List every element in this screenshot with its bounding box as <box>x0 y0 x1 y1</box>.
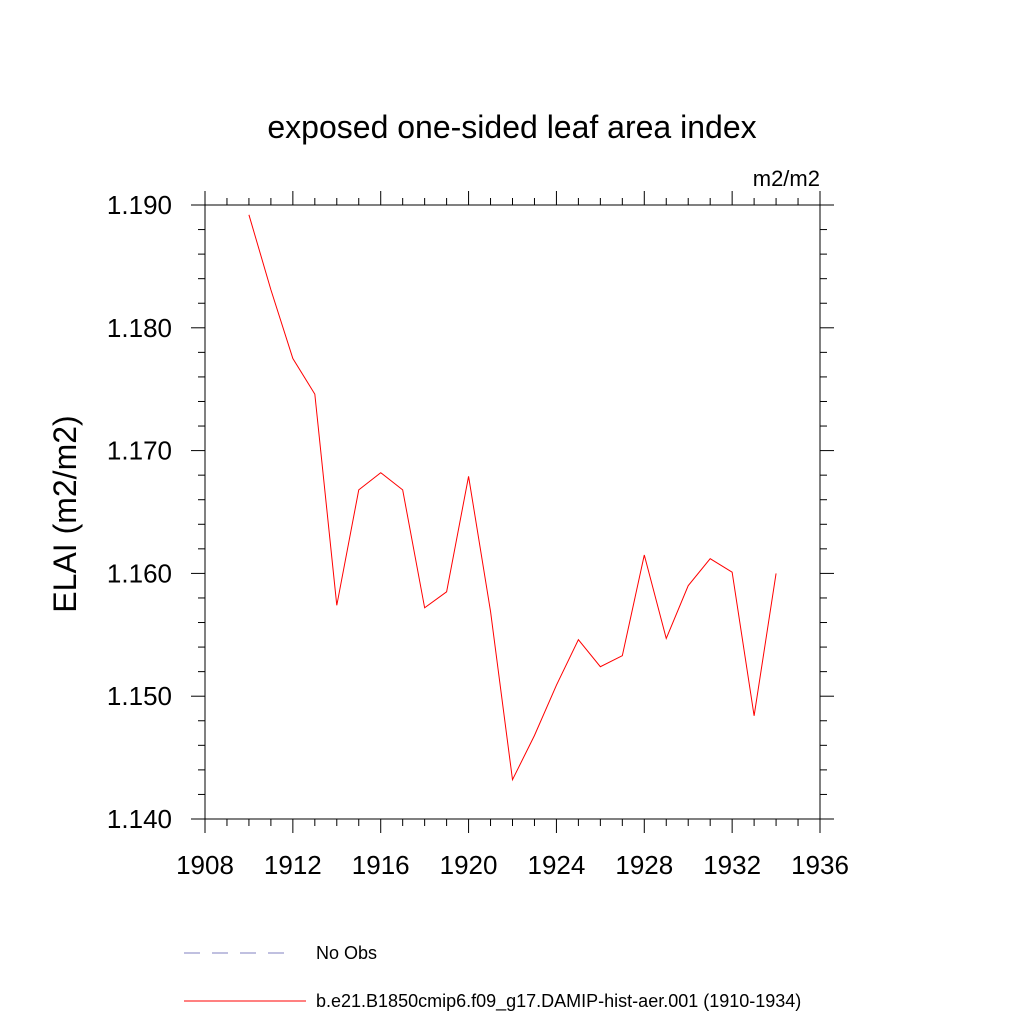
plot-lines <box>248 214 777 782</box>
x-tick-label: 1912 <box>264 850 322 880</box>
x-tick-label: 1928 <box>615 850 673 880</box>
plot-frame <box>204 204 821 820</box>
y-tick-labels: 1.140 1.150 1.160 1.170 1.180 1.190 <box>107 190 172 834</box>
y-tick-label: 1.180 <box>107 313 172 343</box>
x-tick-label: 1916 <box>352 850 410 880</box>
y-tick-label: 1.140 <box>107 804 172 834</box>
x-tick-labels: 1908 1912 1916 1920 1924 1928 1932 1936 <box>176 850 849 880</box>
x-tick-label: 1924 <box>528 850 586 880</box>
legend: No Obs b.e21.B1850cmip6.f09_g17.DAMIP-hi… <box>184 943 801 1012</box>
series-line <box>248 214 777 782</box>
chart-title: exposed one-sided leaf area index <box>267 109 756 145</box>
y-tick-label: 1.160 <box>107 558 172 588</box>
x-tick-label: 1908 <box>176 850 234 880</box>
y-tick-label: 1.170 <box>107 436 172 466</box>
x-tick-label: 1932 <box>703 850 761 880</box>
minor-ticks <box>198 198 827 826</box>
legend-label-no-obs: No Obs <box>316 943 377 963</box>
units-label: m2/m2 <box>753 166 820 191</box>
y-axis-label: ELAI (m2/m2) <box>47 415 83 612</box>
y-tick-label: 1.190 <box>107 190 172 220</box>
x-tick-label: 1920 <box>440 850 498 880</box>
x-tick-label: 1936 <box>791 850 849 880</box>
y-tick-label: 1.150 <box>107 681 172 711</box>
legend-label-model: b.e21.B1850cmip6.f09_g17.DAMIP-hist-aer.… <box>316 991 801 1012</box>
major-ticks <box>191 191 834 833</box>
